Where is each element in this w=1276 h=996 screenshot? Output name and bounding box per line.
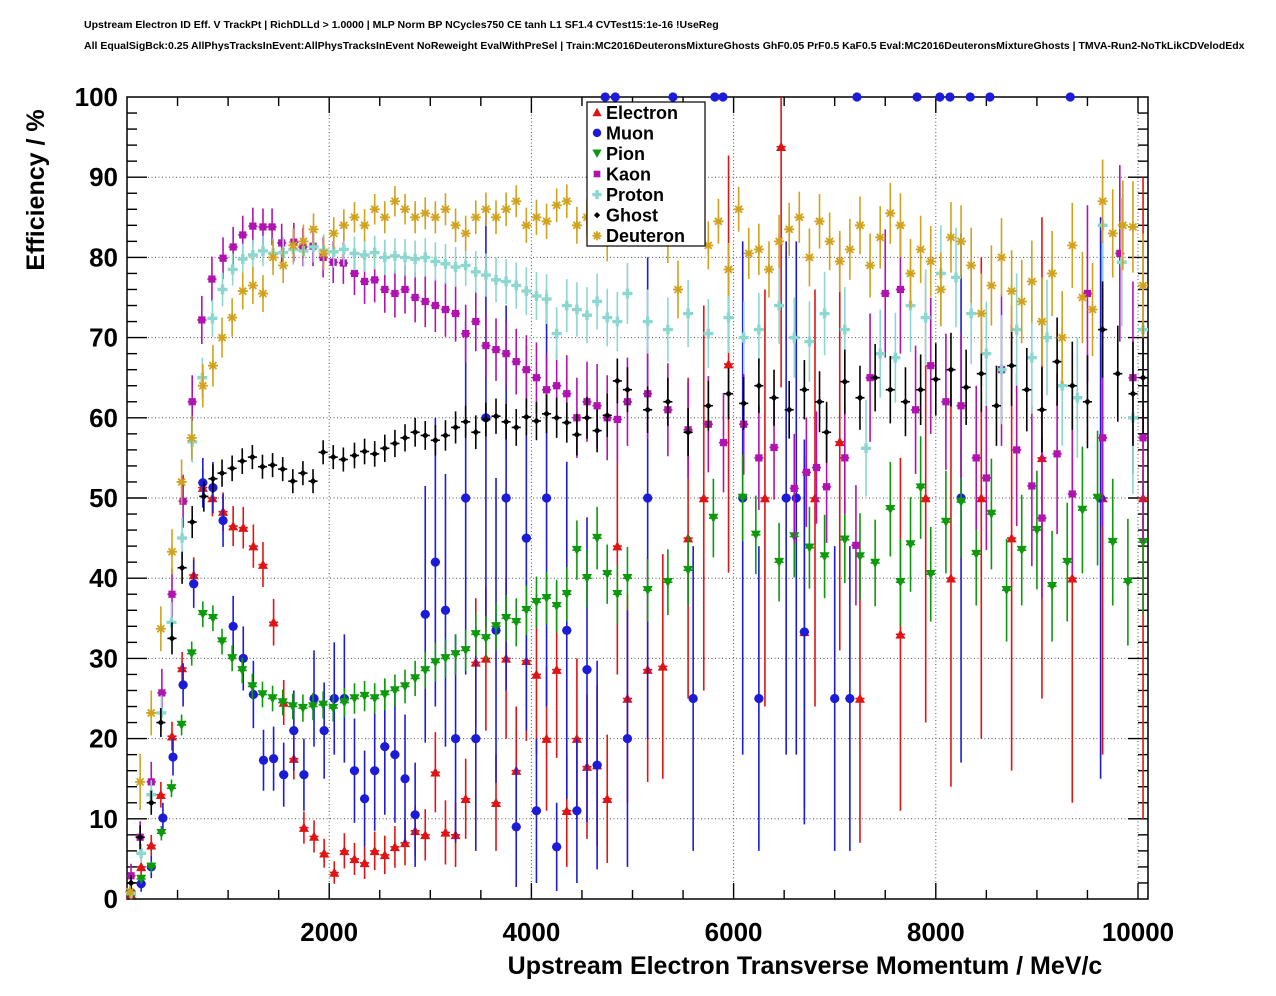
- legend-label-deuteron: Deuteron: [606, 226, 685, 246]
- legend-label-ghost: Ghost: [606, 206, 658, 226]
- x-tick-label-4000: 4000: [502, 917, 560, 947]
- y-tick-label-80: 80: [89, 242, 118, 272]
- y-tick-label-70: 70: [89, 323, 118, 353]
- x-tick-label-8000: 8000: [907, 917, 965, 947]
- legend-entry-deuteron: Deuteron: [592, 226, 685, 246]
- y-tick-label-40: 40: [89, 563, 118, 593]
- plot-header-line1: Upstream Electron ID Eff. V TrackPt | Ri…: [84, 19, 719, 31]
- tick-labels: 2000 4000 6000 8000 10000 0 10 20 30 40 50 60 70 80 90…: [75, 82, 1175, 947]
- legend-label-muon: Muon: [606, 123, 654, 143]
- legend-label-kaon: Kaon: [606, 165, 651, 185]
- series-deuteron: [125, 159, 1149, 899]
- y-axis-title: Efficiency / %: [22, 109, 50, 270]
- y-tick-label-30: 30: [89, 643, 118, 673]
- y-tick-label-100: 100: [75, 82, 118, 112]
- legend-entry-ghost: Ghost: [593, 206, 658, 226]
- x-tick-label-10000: 10000: [1102, 917, 1174, 947]
- series-proton: [126, 169, 1149, 899]
- plot-header: Upstream Electron ID Eff. V TrackPt | Ri…: [84, 15, 1245, 57]
- y-tick-label-0: 0: [104, 884, 118, 914]
- y-tick-label-10: 10: [89, 804, 118, 834]
- data-series: [125, 92, 1149, 900]
- series-ghost: [127, 281, 1148, 891]
- y-tick-label-60: 60: [89, 403, 118, 433]
- x-tick-label-6000: 6000: [705, 917, 763, 947]
- x-tick-label-2000: 2000: [300, 917, 358, 947]
- y-tick-label-20: 20: [89, 724, 118, 754]
- plot-header-line2: All EqualSigBck:0.25 AllPhysTracksInEven…: [84, 40, 1245, 52]
- legend-label-proton: Proton: [606, 185, 664, 205]
- legend-label-pion: Pion: [606, 144, 645, 164]
- x-axis-title: Upstream Electron Transverse Momentum / …: [508, 952, 1103, 980]
- legend-entry-pion: Pion: [592, 144, 645, 164]
- series-pion: [126, 430, 1149, 900]
- y-tick-label-50: 50: [89, 483, 118, 513]
- legend-entry-kaon: Kaon: [593, 165, 651, 185]
- legend-entry-proton: Proton: [592, 185, 664, 205]
- series-kaon: [127, 165, 1148, 888]
- legend-entry-electron: Electron: [592, 103, 678, 123]
- legend-entry-muon: Muon: [592, 123, 654, 143]
- y-tick-label-90: 90: [89, 162, 118, 192]
- legend-label-electron: Electron: [606, 103, 678, 123]
- legend-box: [586, 101, 706, 247]
